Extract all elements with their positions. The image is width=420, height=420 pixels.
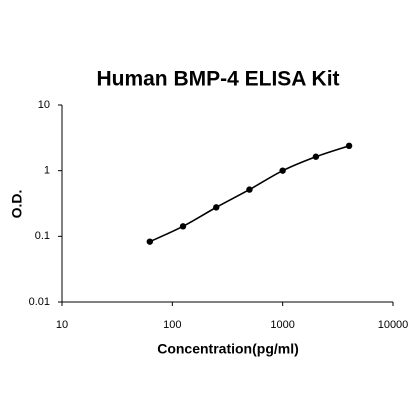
data-point [146,238,154,245]
y-tick-label: 0.1 [35,230,50,242]
y-tick-label: 1 [44,165,50,177]
y-tick-label: 10 [38,99,50,111]
data-point [312,153,320,160]
x-tick-label: 10000 [378,319,409,331]
data-point [345,142,353,150]
fit-line [149,145,350,243]
chart-title: Human BMP-4 ELISA Kit [96,68,339,91]
data-point [213,204,220,211]
data-point [246,186,253,193]
x-tick-label: 100 [163,319,181,331]
data-point [179,223,187,230]
x-axis-label: Concentration(pg/ml) [157,341,299,357]
x-tick-label: 10 [56,319,68,331]
y-tick-label: 0.01 [29,296,50,308]
y-axis-label: O.D. [9,190,25,219]
x-tick-label: 1000 [270,319,294,331]
data-point [279,167,286,174]
